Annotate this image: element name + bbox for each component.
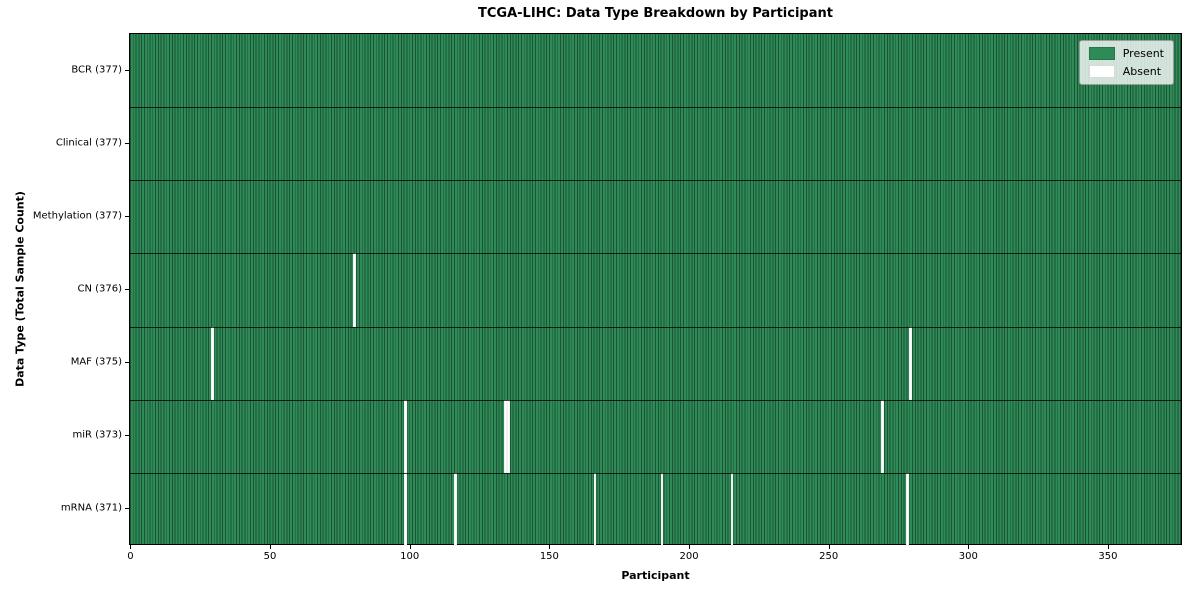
ytick-mark	[125, 362, 129, 364]
ytick-label-mRNA: mRNA (371)	[60, 502, 122, 514]
xtick-mark	[1107, 545, 1109, 549]
absent-cell-CN-80	[353, 253, 357, 327]
xtick-label-150: 150	[539, 551, 559, 562]
legend-item-present: Present	[1088, 47, 1164, 60]
xtick-mark	[130, 545, 132, 549]
absent-cell-mRNA-116	[454, 472, 457, 546]
chart-title: TCGA-LIHC: Data Type Breakdown by Partic…	[478, 6, 833, 21]
absent-cell-mRNA-215	[730, 472, 734, 546]
absent-cell-mRNA-98	[403, 472, 407, 546]
ytick-label-MAF: MAF (375)	[70, 356, 122, 368]
row-divider	[130, 107, 1181, 109]
xtick-label-50: 50	[263, 551, 277, 562]
xtick-mark	[968, 545, 970, 549]
xtick-label-350: 350	[1098, 551, 1118, 562]
ytick-label-BCR: BCR (377)	[71, 64, 122, 76]
legend: Present Absent	[1078, 40, 1174, 85]
ytick-mark	[125, 215, 129, 217]
xtick-mark	[270, 545, 272, 549]
ytick-label-Methylation: Methylation (377)	[32, 210, 122, 222]
y-axis-label: Data Type (Total Sample Count)	[13, 191, 27, 387]
ytick-label-Clinical: Clinical (377)	[55, 137, 122, 149]
xtick-mark	[689, 545, 691, 549]
xtick-label-250: 250	[819, 551, 839, 562]
absent-cell-miR-98	[403, 399, 407, 473]
xtick-label-300: 300	[958, 551, 978, 562]
ytick-mark	[125, 69, 129, 71]
absent-cell-MAF-279	[909, 326, 913, 400]
xtick-mark	[409, 545, 411, 549]
xtick-label-0: 0	[127, 551, 134, 562]
absent-cell-miR-269	[881, 399, 885, 473]
row-divider	[130, 326, 1181, 328]
ytick-mark	[125, 508, 129, 510]
legend-label-absent: Absent	[1122, 65, 1162, 78]
ytick-mark	[125, 142, 129, 144]
legend-swatch-absent	[1088, 65, 1115, 78]
legend-swatch-present	[1088, 47, 1115, 60]
xtick-mark	[828, 545, 830, 549]
absent-cell-mRNA-190	[660, 472, 664, 546]
absent-cell-MAF-29	[211, 326, 214, 400]
ytick-mark	[125, 435, 129, 437]
ytick-label-CN: CN (376)	[77, 283, 122, 295]
row-divider	[130, 180, 1181, 182]
absent-cell-mRNA-278	[906, 472, 910, 546]
ytick-label-miR: miR (373)	[72, 429, 122, 441]
row-divider	[130, 253, 1181, 255]
x-axis-label: Participant	[621, 569, 690, 582]
ytick-mark	[125, 289, 129, 290]
legend-item-absent: Absent	[1088, 65, 1164, 78]
absent-cell-mRNA-166	[593, 472, 597, 546]
row-divider	[130, 472, 1181, 474]
row-divider	[130, 399, 1181, 401]
xtick-mark	[549, 545, 551, 549]
legend-label-present: Present	[1122, 47, 1164, 60]
plot-area: Present Absent	[129, 33, 1182, 546]
xtick-label-200: 200	[679, 551, 699, 562]
absent-cell-miR-134	[504, 399, 508, 473]
xtick-label-100: 100	[400, 551, 420, 562]
absent-cell-miR-135	[507, 399, 510, 473]
